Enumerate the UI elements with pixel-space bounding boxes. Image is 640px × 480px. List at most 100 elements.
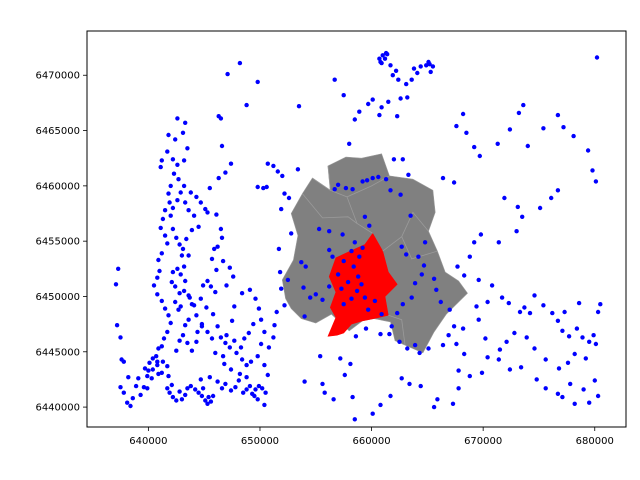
data-point: [274, 309, 279, 315]
data-point: [382, 56, 388, 61]
data-point: [179, 397, 185, 402]
data-point: [156, 257, 161, 263]
data-point: [354, 288, 360, 294]
data-point: [154, 354, 159, 359]
data-point: [177, 242, 182, 247]
y-tick-label: 6450000: [35, 292, 80, 303]
data-point: [593, 341, 599, 347]
y-tick-label: 6445000: [35, 347, 80, 358]
data-point: [162, 208, 168, 213]
data-point: [156, 371, 161, 377]
data-point: [155, 275, 160, 280]
data-point: [159, 344, 164, 349]
data-point: [507, 367, 513, 372]
x-tick-label: 660000: [352, 436, 390, 447]
x-tick-label: 680000: [576, 436, 614, 447]
data-point: [184, 236, 189, 242]
data-point: [157, 268, 162, 274]
data-point: [185, 386, 190, 391]
data-point: [191, 213, 197, 218]
data-point: [353, 334, 359, 339]
data-point: [440, 175, 446, 181]
data-point: [454, 123, 459, 129]
data-point: [179, 253, 185, 258]
data-point: [474, 304, 479, 309]
points-layer: [113, 50, 603, 422]
data-point: [215, 379, 220, 384]
data-point: [532, 346, 537, 351]
data-point: [170, 269, 176, 275]
data-point: [341, 302, 346, 307]
data-point: [133, 383, 139, 389]
data-point: [177, 389, 182, 394]
data-point: [359, 282, 364, 287]
data-point: [173, 137, 178, 142]
data-point: [233, 385, 238, 390]
data-point: [263, 390, 268, 395]
data-point: [485, 355, 490, 360]
data-point: [562, 309, 567, 315]
data-point: [159, 370, 164, 375]
data-point: [265, 372, 270, 378]
data-point: [198, 377, 203, 382]
data-point: [224, 283, 229, 288]
data-point: [339, 286, 344, 291]
data-point: [332, 77, 337, 82]
data-point: [213, 350, 218, 356]
data-point: [464, 130, 469, 135]
data-point: [113, 282, 119, 287]
data-point: [451, 180, 457, 185]
data-point: [218, 335, 224, 340]
data-point: [174, 235, 179, 240]
data-point: [467, 373, 472, 379]
data-point: [534, 377, 539, 382]
data-point: [191, 303, 197, 308]
data-point: [186, 208, 191, 213]
data-point: [541, 126, 546, 131]
data-point: [261, 185, 266, 191]
data-point: [345, 279, 351, 285]
data-point: [497, 347, 503, 352]
data-point: [220, 354, 226, 359]
data-point: [188, 190, 193, 195]
data-point: [181, 264, 187, 269]
data-point: [165, 364, 170, 369]
data-point: [162, 306, 168, 311]
data-point: [377, 56, 382, 61]
data-point: [183, 392, 188, 398]
data-point: [485, 299, 490, 305]
data-point: [302, 314, 307, 319]
data-point: [522, 305, 527, 310]
data-point: [332, 187, 337, 192]
data-point: [330, 254, 335, 259]
data-point: [247, 287, 253, 292]
data-point: [194, 313, 199, 318]
data-point: [177, 338, 182, 343]
data-point: [421, 263, 427, 268]
data-point: [525, 143, 530, 149]
data-point: [166, 313, 171, 318]
data-point: [205, 278, 210, 284]
data-point: [181, 183, 187, 189]
data-point: [180, 333, 186, 338]
data-point: [262, 329, 267, 335]
data-point: [320, 381, 325, 387]
data-point: [377, 112, 382, 118]
region-boundary-line: [330, 175, 390, 198]
data-point: [186, 317, 191, 322]
data-point: [592, 378, 597, 383]
data-point: [239, 357, 245, 362]
data-point: [210, 312, 216, 317]
data-point: [244, 362, 249, 368]
data-point: [327, 229, 332, 234]
data-point: [236, 378, 241, 383]
y-tick-label: 6470000: [35, 71, 80, 82]
data-point: [380, 53, 385, 58]
data-point: [214, 267, 219, 273]
data-point: [178, 304, 183, 309]
data-point: [244, 387, 249, 392]
data-point: [595, 393, 601, 399]
data-point: [446, 333, 451, 338]
data-point: [350, 187, 355, 192]
data-point: [598, 302, 603, 307]
